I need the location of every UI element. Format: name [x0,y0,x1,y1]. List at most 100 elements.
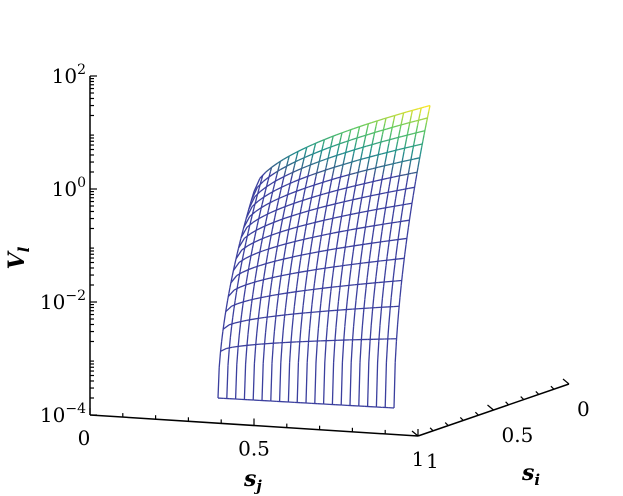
mesh-line-si [375,178,383,182]
mesh-line-sj [273,259,276,267]
mesh-line-sj [264,261,268,269]
mesh-line-si [314,206,321,210]
mesh-line-sj [298,214,301,221]
mesh-line-si [322,168,329,172]
mesh-line-sj [366,160,370,167]
mesh-line-si [336,152,343,157]
mesh-line-si [317,219,325,223]
mesh-line-si [289,170,297,175]
mesh-line-si [423,104,431,108]
mesh-line-si [260,263,267,267]
mesh-line-si [343,174,350,177]
mesh-line-si [276,230,284,234]
mesh-line-sj [367,258,371,268]
mesh-line-sj [315,343,318,363]
mesh-line-sj [376,202,379,210]
mesh-line-sj [355,174,359,182]
mesh-line-sj [292,306,296,318]
mesh-line-sj [254,271,258,279]
mesh-line-si [389,239,396,242]
mesh-line-si [271,259,278,263]
mesh-line-sj [392,264,396,276]
mesh-line-sj [347,134,351,141]
mesh-line-sj [335,191,339,199]
mesh-line-sj [278,190,282,196]
mesh-line-sj [360,151,364,158]
mesh-line-sj [375,362,379,408]
mesh-line-si [327,145,334,149]
mesh-line-sj [373,170,376,178]
mesh-line-sj [287,186,291,192]
mesh-line-si [342,150,349,155]
mesh-line-si [313,160,320,165]
mesh-line-si [323,191,330,195]
mesh-line-sj [406,175,409,183]
mesh-line-si [360,169,368,173]
z-tick-label: 100 [52,175,86,201]
mesh-line-si [294,225,301,229]
mesh-line-sj [301,305,304,317]
mesh-line-sj [274,251,278,260]
mesh-line-si [418,130,426,133]
mesh-line-si [341,214,348,218]
mesh-line-si [369,154,376,158]
mesh-line-si [238,237,245,249]
mesh-line-si [313,182,321,186]
mesh-line-si [381,177,388,181]
mesh-line-sj [283,170,287,176]
mesh-line-sj [311,293,314,305]
mesh-line-sj [314,362,317,404]
mesh-line-si [338,230,346,233]
mesh-line-sj [339,216,343,224]
mesh-line-si [253,239,260,244]
mesh-line-si [280,165,287,170]
mesh-line-si [312,221,319,224]
mesh-line-sj [418,113,421,120]
mesh-line-sj [389,132,392,139]
mesh-line-sj [368,196,372,204]
mesh-line-sj [305,362,308,404]
mesh-line-si [269,276,276,279]
mesh-line-sj [376,341,380,363]
mesh-line-sj [340,132,343,139]
mesh-line-si [364,209,372,213]
mesh-line-sj [388,310,391,325]
mesh-line-sj [262,345,266,364]
mesh-line-sj [353,235,357,244]
mesh-line-si [337,285,344,288]
mesh-line-sj [347,221,350,230]
mesh-line-sj [320,184,324,191]
mesh-line-sj [408,162,412,170]
z-tick-label: 102 [52,62,86,88]
mesh-line-sj [337,290,341,302]
mesh-line-si [289,255,296,259]
mesh-line-si [292,159,299,164]
mesh-line-si [377,140,384,144]
mesh-line-sj [314,215,318,223]
mesh-line-sj [241,229,244,235]
mesh-line-sj [428,105,431,112]
mesh-line-sj [371,232,374,241]
mesh-line-sj [278,280,282,290]
mesh-line-sj [317,315,321,329]
mesh-line-si [265,234,272,239]
mesh-line-sj [287,362,291,403]
mesh-line-si [243,344,250,347]
mesh-line-si [339,141,346,145]
mesh-line-si [378,281,385,284]
mesh-line-si [284,291,291,295]
mesh-line-sj [250,215,253,222]
mesh-line-sj [399,164,403,172]
mesh-line-si [306,222,313,226]
mesh-line-si [250,187,258,201]
mesh-line-si [385,191,392,194]
mesh-line-sj [365,277,368,289]
mesh-line-si [274,168,282,174]
mesh-line-si [283,257,290,260]
mesh-line-sj [238,271,241,279]
mesh-line-si [332,202,339,206]
mesh-line-sj [368,341,371,363]
mesh-line-si [239,284,247,288]
mesh-line-sj [238,238,242,244]
mesh-line-sj [401,204,404,213]
